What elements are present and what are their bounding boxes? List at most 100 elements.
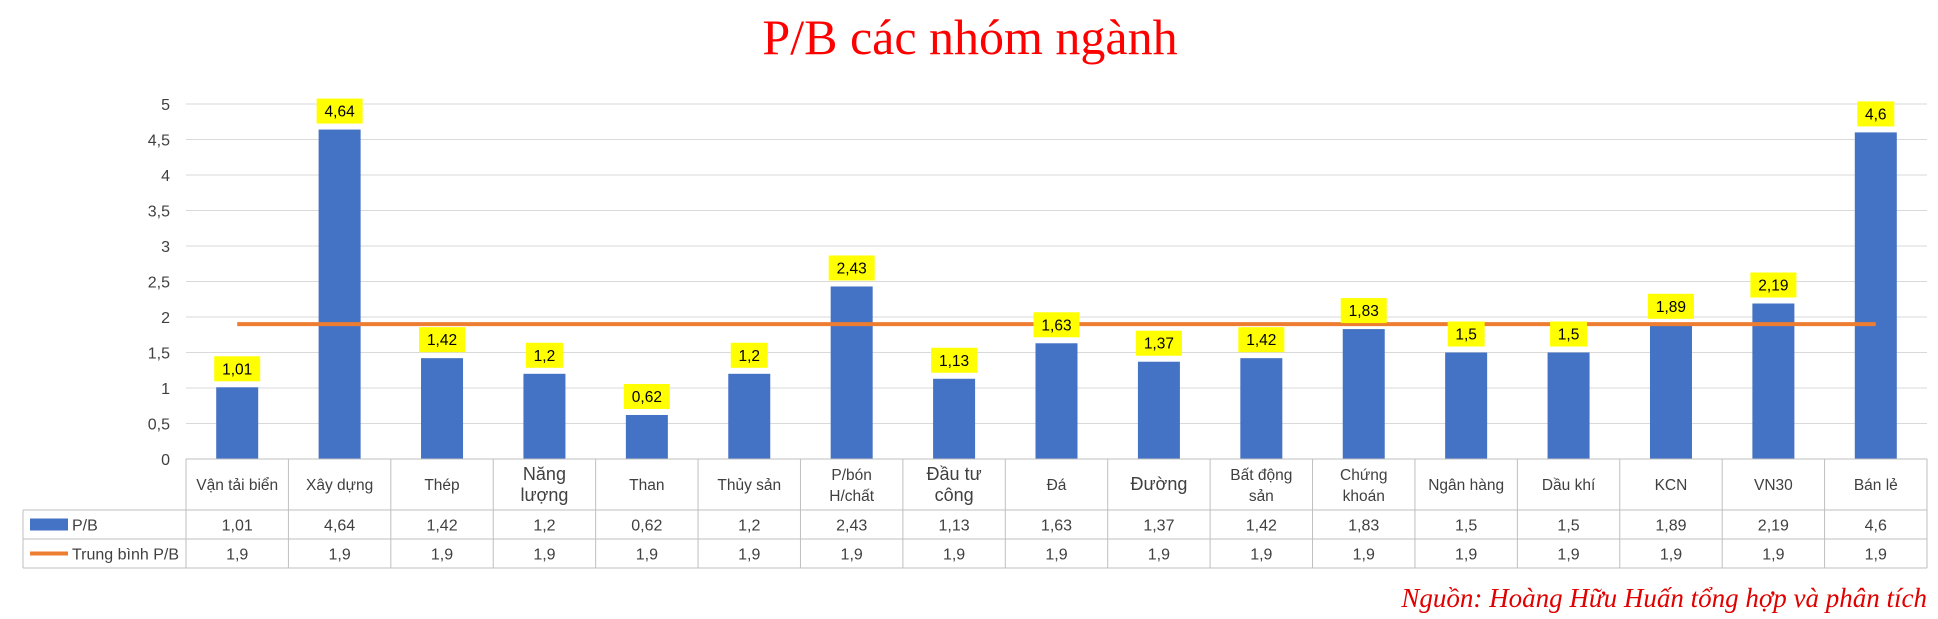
table-cell: 1,9: [841, 547, 863, 564]
table-cell: 1,5: [1557, 518, 1579, 535]
y-tick-label: 1: [161, 381, 170, 398]
table-cell: 1,9: [943, 547, 965, 564]
bar: [1240, 358, 1283, 459]
table-cell: 1,9: [1250, 547, 1272, 564]
data-label: 1,83: [1349, 303, 1379, 320]
y-tick-label: 1,5: [148, 346, 170, 363]
data-label-box: [730, 342, 768, 368]
data-label: 4,64: [325, 104, 356, 121]
data-label-box: [1750, 272, 1797, 298]
table-cell: 1,89: [1655, 518, 1686, 535]
bar: [421, 358, 464, 459]
data-label-box: [623, 383, 670, 409]
data-label: 1,13: [939, 353, 969, 370]
y-tick-label: 2,5: [148, 275, 170, 292]
table-cell: 1,5: [1455, 518, 1477, 535]
category-label: Chứng: [1340, 467, 1387, 484]
category-label: Thép: [424, 477, 459, 494]
category-label: Vận tải biển: [196, 477, 278, 494]
bar: [1342, 329, 1385, 459]
table-cell: 1,42: [426, 518, 457, 535]
table-cell: 1,9: [1045, 547, 1067, 564]
data-label-box: [214, 356, 261, 382]
table-cell: 1,9: [1353, 547, 1375, 564]
data-label: 1,2: [738, 348, 760, 365]
category-label: H/chất: [829, 488, 874, 505]
table-cell: 1,9: [636, 547, 658, 564]
data-label: 0,62: [632, 389, 662, 406]
y-axis: 0 0,5 1 1,5 2 2,5 3 3,5 4 4,5 5: [148, 97, 170, 469]
category-label: Xây dựng: [306, 477, 373, 494]
category-label: Dầu khí: [1542, 477, 1596, 494]
category-label: Đầu tư: [927, 464, 982, 484]
table-cell: 1,9: [533, 547, 555, 564]
table-cell: 4,6: [1865, 518, 1887, 535]
data-label-box: [828, 255, 875, 281]
data-label-box: [1033, 312, 1080, 338]
table-cell: 1,83: [1348, 518, 1379, 535]
category-label: KCN: [1655, 477, 1688, 494]
data-label-box: [1647, 293, 1694, 319]
data-label-box: [1447, 321, 1485, 347]
table-cell: 2,19: [1758, 518, 1789, 535]
table-cell: 1,9: [1557, 547, 1579, 564]
table-cell: 1,01: [222, 518, 253, 535]
table-cell: 1,2: [738, 518, 760, 535]
bar: [830, 286, 873, 459]
y-tick-label: 5: [161, 97, 170, 114]
data-label: 2,19: [1758, 278, 1788, 295]
category-label: Đá: [1047, 477, 1067, 494]
data-label: 1,37: [1144, 336, 1174, 353]
y-tick-label: 0,5: [148, 417, 170, 434]
table-cell: 2,43: [836, 518, 867, 535]
category-label: Đường: [1130, 474, 1187, 494]
data-label: 1,42: [427, 332, 457, 349]
data-label: 1,63: [1041, 317, 1071, 334]
category-label: lượng: [521, 485, 569, 505]
category-label: công: [935, 485, 974, 505]
y-tick-label: 3,5: [148, 204, 170, 221]
table-cell: 1,42: [1246, 518, 1277, 535]
category-label: Ngân hàng: [1428, 477, 1504, 494]
data-label-box: [316, 98, 363, 124]
data-label: 2,43: [837, 260, 867, 277]
data-label-box: [1550, 321, 1588, 347]
data-label: 4,6: [1865, 106, 1887, 123]
category-label: Năng: [523, 464, 566, 484]
data-label-box: [1857, 101, 1895, 127]
series-name: Trung bình P/B: [72, 547, 179, 564]
data-label: 1,42: [1246, 332, 1276, 349]
category-label: Bất động: [1230, 467, 1292, 484]
y-tick-label: 2: [161, 310, 170, 327]
bar-series: [216, 129, 1897, 459]
chart-title: P/B các nhóm ngành: [762, 9, 1177, 65]
data-labels: 1,01 4,64 1,42 1,2 0,62 1,2 2,43 1,13 1,63 1,37 1,…: [214, 98, 1895, 409]
data-label: 1,5: [1558, 327, 1580, 344]
table-cell: 0,62: [631, 518, 662, 535]
table-cell: 1,2: [533, 518, 555, 535]
y-tick-label: 0: [161, 452, 170, 469]
data-label-box: [1135, 330, 1182, 356]
series-name: P/B: [72, 518, 98, 535]
table-cell: 4,64: [324, 518, 355, 535]
table-cell: 1,9: [1660, 547, 1682, 564]
category-label: Bán lẻ: [1854, 477, 1898, 494]
data-label-box: [931, 347, 978, 373]
table-cell: 1,9: [1762, 547, 1784, 564]
data-label: 1,5: [1455, 327, 1477, 344]
data-label: 1,01: [222, 361, 252, 378]
bar: [1752, 303, 1795, 459]
bar: [1137, 361, 1180, 459]
category-label: VN30: [1754, 477, 1793, 494]
table-cell: 1,63: [1041, 518, 1072, 535]
data-label: 1,89: [1656, 299, 1686, 316]
bar: [523, 373, 566, 459]
legend-key-bar: [30, 518, 68, 531]
category-label: Thủy sản: [717, 477, 781, 494]
category-label: sản: [1249, 488, 1274, 505]
data-label-box: [525, 342, 563, 368]
bar: [1547, 352, 1590, 459]
